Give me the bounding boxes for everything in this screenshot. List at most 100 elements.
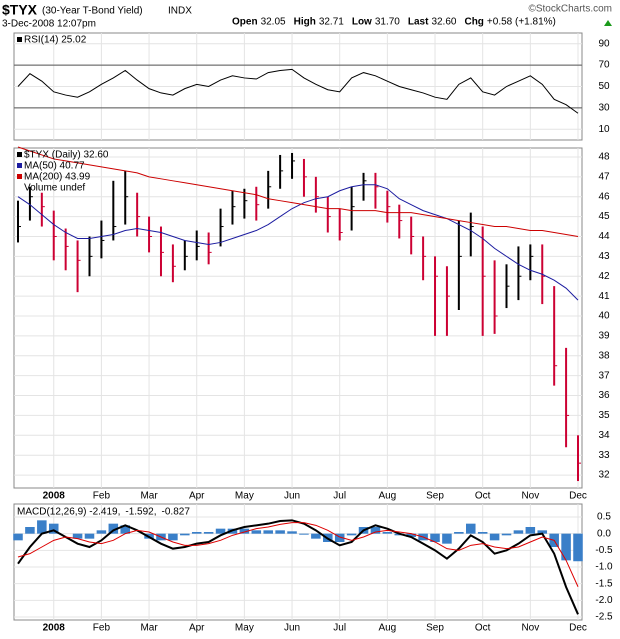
histogram-bar <box>382 532 393 534</box>
panel-frame <box>13 147 583 489</box>
legend-label: RSI(14) 25.02 <box>24 35 87 46</box>
y-tick-label: -0.5 <box>595 545 613 556</box>
histogram-bar <box>454 532 464 534</box>
quote-value: 31.70 <box>375 17 400 28</box>
volume-label: Volume undef <box>24 183 85 194</box>
histogram-bar <box>513 530 524 534</box>
histogram-bar <box>370 527 381 534</box>
histogram-bar <box>203 532 214 534</box>
x-tick-label: 2008 <box>43 491 66 502</box>
histogram-bar <box>48 523 59 534</box>
quote-label: Chg <box>464 17 483 28</box>
histogram-bar <box>489 533 500 541</box>
quote-label: High <box>294 17 316 28</box>
x-tick-label: Jun <box>284 623 300 634</box>
x-tick-label: Mar <box>140 623 158 634</box>
x-tick-label: 2008 <box>43 623 66 634</box>
y-tick-label: 0.5 <box>597 512 611 523</box>
histogram-bar <box>346 533 357 536</box>
y-tick-label: 47 <box>598 171 610 182</box>
y-tick-label: 38 <box>598 350 610 361</box>
histogram-bar <box>239 528 250 534</box>
y-tick-label: 35 <box>598 410 610 421</box>
y-tick-label: -1.5 <box>595 578 613 589</box>
x-tick-label: Apr <box>189 623 205 634</box>
x-tick-label: Apr <box>189 491 205 502</box>
quote-value: +0.58 (+1.81%) <box>487 17 556 28</box>
x-tick-label: Mar <box>140 491 158 502</box>
series-line <box>17 146 579 237</box>
y-tick-label: 41 <box>598 291 610 302</box>
histogram-bar <box>13 533 23 541</box>
histogram-bar <box>275 530 285 534</box>
y-tick-label: -2.5 <box>595 612 613 623</box>
histogram-bar <box>334 533 345 542</box>
series-line <box>17 68 579 114</box>
x-tick-label: Jul <box>333 491 346 502</box>
legend-swatch <box>17 174 22 179</box>
credit: ©StockCharts.com <box>528 4 612 15</box>
x-tick-label: May <box>235 623 254 634</box>
histogram-bar <box>477 532 488 534</box>
x-tick-label: Oct <box>475 623 491 634</box>
series-line <box>17 522 579 587</box>
symbol: $TYX <box>2 2 38 18</box>
series-line <box>17 184 579 301</box>
y-tick-label: 34 <box>598 430 610 441</box>
y-tick-label: 30 <box>598 103 610 114</box>
quote-label: Low <box>352 17 372 28</box>
legend-swatch <box>17 37 22 42</box>
y-tick-label: 48 <box>598 152 610 163</box>
y-tick-label: 42 <box>598 271 610 282</box>
y-tick-label: 10 <box>598 124 610 135</box>
histogram-bar <box>96 530 107 534</box>
quote-value: 32.71 <box>319 17 344 28</box>
histogram-bar <box>37 520 47 534</box>
x-tick-label: Dec <box>569 623 587 634</box>
x-tick-label: Jun <box>284 491 300 502</box>
y-tick-label: 32 <box>598 470 610 481</box>
histogram-bar <box>430 533 440 542</box>
histogram-bar <box>168 533 178 541</box>
histogram-bar <box>466 523 476 534</box>
histogram-bar <box>25 527 35 534</box>
y-tick-label: 43 <box>598 251 610 262</box>
histogram-bar <box>84 533 95 539</box>
histogram-bar <box>311 533 321 539</box>
exchange: INDX <box>168 6 192 17</box>
y-tick-label: 50 <box>598 81 610 92</box>
quote-value: 32.05 <box>261 17 286 28</box>
y-tick-label: 45 <box>598 211 610 222</box>
histogram-bar <box>215 528 226 534</box>
y-tick-label: 40 <box>598 311 610 322</box>
quote-label: Last <box>408 17 429 28</box>
legend-label: MA(200) 43.99 <box>24 172 91 183</box>
histogram-bar <box>299 533 309 535</box>
up-arrow <box>604 20 612 26</box>
y-tick-label: -2.0 <box>595 595 613 606</box>
histogram-bar <box>537 530 548 534</box>
histogram-bar <box>525 527 536 534</box>
histogram-bar <box>120 525 130 534</box>
histogram-bar <box>573 533 583 562</box>
histogram-bar <box>501 533 512 536</box>
histogram-bar <box>251 530 262 534</box>
legend-label: MACD(12,26,9) -2.419, <box>17 507 120 518</box>
x-tick-label: Oct <box>475 491 491 502</box>
y-tick-label: 46 <box>598 191 610 202</box>
histogram-bar <box>442 533 452 544</box>
x-tick-label: Dec <box>569 491 587 502</box>
x-tick-label: Nov <box>521 623 539 634</box>
x-tick-label: Aug <box>378 623 396 634</box>
histogram-bar <box>108 523 119 534</box>
panel-frame <box>13 503 583 621</box>
y-tick-label: 70 <box>598 60 610 71</box>
legend-label: $TYX (Daily) 32.60 <box>24 150 109 161</box>
y-tick-label: 0.0 <box>597 528 611 539</box>
x-tick-label: Sep <box>426 623 444 634</box>
histogram-bar <box>287 531 297 534</box>
histogram-bar <box>72 533 83 539</box>
histogram-bar <box>406 533 416 537</box>
quote-value: 32.60 <box>431 17 456 28</box>
